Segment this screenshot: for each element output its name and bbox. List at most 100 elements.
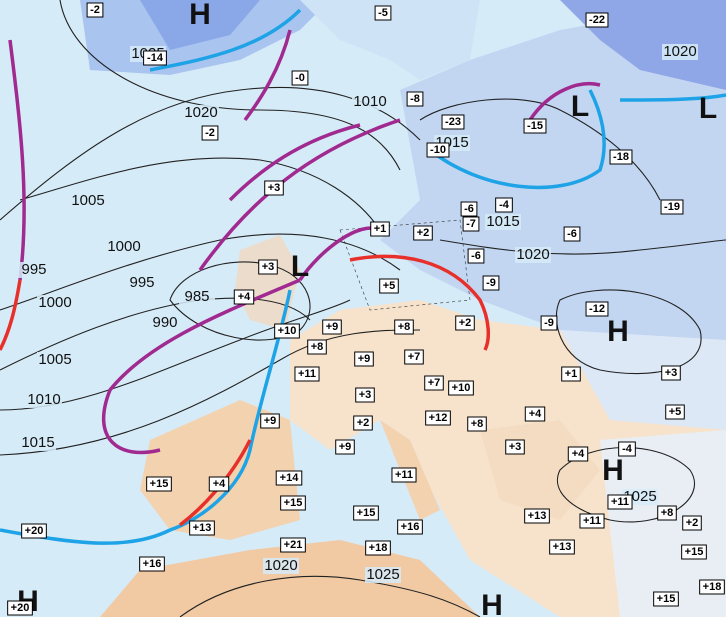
isobar-label-bg bbox=[16, 262, 52, 278]
land-east bbox=[600, 430, 726, 617]
isobar-label: 1005 bbox=[38, 351, 71, 368]
temperature-box bbox=[653, 591, 679, 607]
pressure-center: L bbox=[291, 250, 309, 283]
isobar-label-bg bbox=[124, 275, 160, 291]
pressure-center: L bbox=[699, 92, 717, 125]
temperature: +9 bbox=[339, 441, 352, 453]
isobar-label: 1015 bbox=[21, 434, 54, 451]
temperature-box bbox=[21, 523, 47, 539]
temperature-box bbox=[139, 556, 165, 572]
temperature: +2 bbox=[459, 317, 472, 329]
temperature: -22 bbox=[589, 14, 605, 26]
isobar bbox=[0, 233, 401, 311]
warm-front bbox=[0, 279, 22, 351]
temperature-box bbox=[585, 301, 609, 317]
isobar-label-bg bbox=[147, 315, 183, 331]
pressure-center: H bbox=[189, 0, 211, 31]
isobar-label-bg bbox=[26, 392, 62, 408]
temperature-box bbox=[404, 349, 424, 365]
isobar-label-bg bbox=[485, 214, 521, 230]
temperature-box bbox=[505, 439, 525, 455]
temperature: -2 bbox=[205, 127, 215, 139]
isobar bbox=[179, 575, 481, 617]
cold-area bbox=[140, 0, 260, 50]
temperature-box bbox=[260, 413, 280, 429]
isobar bbox=[0, 329, 421, 456]
isobar-label-bg bbox=[37, 295, 73, 311]
temperature: +3 bbox=[262, 261, 275, 273]
cold-front bbox=[619, 93, 726, 102]
isobar-label: 1020 bbox=[184, 104, 217, 121]
isobar-label: 985 bbox=[184, 288, 209, 305]
temperature-box bbox=[618, 441, 636, 457]
occluded-front bbox=[528, 82, 601, 121]
temperature-box bbox=[579, 513, 605, 529]
temperature: +4 bbox=[529, 408, 542, 420]
iberia bbox=[140, 400, 300, 540]
temperature-box bbox=[291, 70, 309, 86]
temperature: +9 bbox=[326, 321, 339, 333]
temperature: -14 bbox=[147, 52, 164, 64]
temperature: +1 bbox=[374, 223, 387, 235]
temperature: +7 bbox=[408, 351, 421, 363]
temperature: +18 bbox=[369, 542, 388, 554]
temperature-box bbox=[657, 505, 677, 521]
temperature-box bbox=[523, 118, 547, 134]
temperature-box bbox=[609, 149, 633, 165]
temperature-box bbox=[665, 404, 685, 420]
temperature: +5 bbox=[383, 280, 396, 292]
temperature-box bbox=[355, 387, 375, 403]
temperature-box bbox=[275, 470, 303, 486]
temperature: +15 bbox=[357, 507, 376, 519]
temperature: +9 bbox=[264, 415, 277, 427]
occluded-front bbox=[8, 39, 26, 281]
temperature: +11 bbox=[298, 368, 316, 380]
temperature-box bbox=[353, 505, 379, 521]
temperature: +14 bbox=[280, 472, 300, 484]
temperature-box bbox=[549, 539, 575, 555]
temperature-box bbox=[322, 319, 342, 335]
pressure-center: L bbox=[571, 90, 589, 123]
temperature: -15 bbox=[527, 120, 543, 132]
isobar bbox=[0, 299, 351, 411]
pressure-center: H bbox=[481, 589, 503, 617]
temperature-box bbox=[424, 375, 444, 391]
isobar-label-bg bbox=[37, 352, 73, 368]
temperature: -4 bbox=[622, 443, 633, 455]
temperature: +15 bbox=[685, 546, 704, 558]
temperature: +20 bbox=[25, 525, 44, 537]
isobar-label-bg bbox=[263, 558, 299, 574]
temperature-box bbox=[294, 366, 320, 382]
temperature: +5 bbox=[669, 406, 682, 418]
isobar-label-bg bbox=[352, 94, 388, 110]
temperature-box bbox=[661, 365, 681, 381]
temperature: -8 bbox=[410, 93, 420, 105]
temperature-box bbox=[189, 520, 215, 536]
temperature-box bbox=[365, 540, 391, 556]
temperature-box bbox=[146, 476, 172, 492]
isobar-label: 995 bbox=[21, 261, 46, 278]
temperature-box bbox=[208, 476, 230, 492]
temperature-box bbox=[7, 600, 33, 616]
temperature: -6 bbox=[471, 250, 481, 262]
temperature: +13 bbox=[553, 541, 572, 553]
isobar-label-bg bbox=[515, 247, 551, 263]
temperature: -18 bbox=[613, 151, 629, 163]
isobar-label-bg bbox=[183, 105, 219, 121]
temperature: -5 bbox=[378, 7, 388, 19]
temperature-box bbox=[425, 410, 451, 426]
occluded-front bbox=[198, 118, 401, 272]
temperature: -6 bbox=[464, 203, 474, 215]
occluded-front bbox=[102, 278, 301, 455]
isobar-label: 1015 bbox=[486, 213, 519, 230]
temperature: -9 bbox=[544, 317, 554, 329]
land bbox=[235, 235, 300, 330]
temperature-box bbox=[455, 315, 475, 331]
isobar-label: 1000 bbox=[38, 294, 71, 311]
isobar-label: 1010 bbox=[27, 391, 60, 408]
temperature: +3 bbox=[359, 389, 372, 401]
isobar-label: 995 bbox=[129, 274, 154, 291]
temperature: -23 bbox=[445, 116, 461, 128]
temperature-box bbox=[682, 515, 702, 531]
